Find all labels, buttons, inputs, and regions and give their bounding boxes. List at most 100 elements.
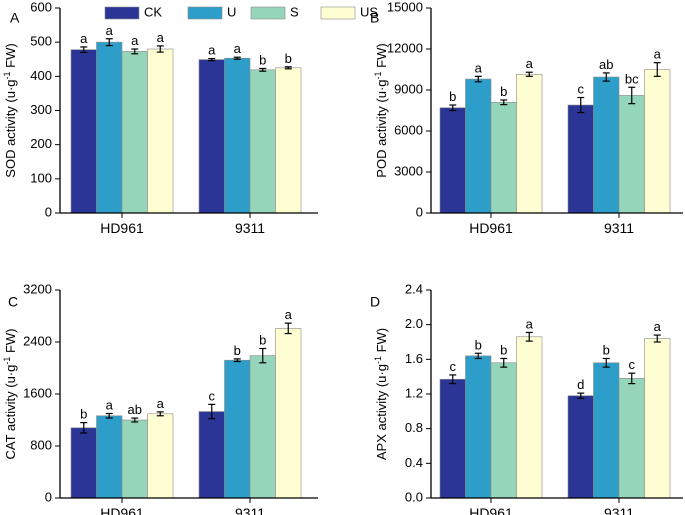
bar-ck [70, 427, 97, 499]
bar-ck [439, 378, 466, 499]
x-tick-label: 9311 [604, 220, 634, 236]
x-tick-label: 9311 [235, 505, 265, 515]
y-tick-label: 2.0 [405, 316, 423, 331]
y-tick-label: 3000 [394, 163, 423, 178]
y-axis-label-unit: FW) [374, 43, 389, 71]
y-tick-label: 3200 [23, 281, 52, 296]
significance-letter: a [106, 23, 114, 38]
bar-s [121, 419, 148, 499]
significance-letter: a [80, 31, 88, 46]
bar-s [249, 69, 276, 214]
bar-ck [567, 395, 594, 499]
significance-letter: a [654, 319, 662, 334]
y-axis-label-superscript: -1 [2, 357, 12, 365]
y-tick-label: 0 [45, 489, 52, 504]
y-axis-label-main: CAT activity (u·g [3, 365, 18, 460]
x-tick-label: HD961 [469, 220, 513, 236]
panel-letter: B [370, 9, 379, 25]
bar-us [644, 69, 671, 214]
bar-ck [70, 49, 97, 214]
y-axis-label-main: POD activity (u·g [374, 79, 389, 177]
bar-u [96, 41, 123, 214]
bar-ck [198, 411, 225, 499]
significance-letter: d [577, 377, 584, 392]
x-tick-label: HD961 [469, 505, 513, 515]
bar-s [618, 378, 645, 499]
y-tick-label: 500 [30, 34, 52, 49]
legend-swatch-u [187, 6, 223, 20]
significance-letter: ab [599, 57, 613, 72]
significance-letter: c [450, 359, 457, 374]
significance-letter: c [629, 357, 636, 372]
y-tick-label: 1600 [23, 385, 52, 400]
significance-letter: a [234, 41, 242, 56]
chart-panel-c: C 0 800 1600 2400 3200 CAT activity (u·g-1 FW)… [2, 281, 318, 515]
bar-u [465, 355, 492, 499]
significance-letter: a [157, 30, 165, 45]
significance-letter: a [131, 33, 139, 48]
legend-swatch-ck [104, 6, 140, 20]
significance-letter: b [80, 407, 87, 422]
y-tick-label: 15000 [387, 0, 423, 14]
significance-letter: b [259, 52, 266, 67]
significance-letter: a [285, 307, 293, 322]
bar-u [593, 362, 620, 499]
legend-label-u: U [227, 4, 236, 19]
y-axis-label-superscript: -1 [373, 71, 383, 79]
bar-us [147, 413, 174, 499]
bar-u [465, 78, 492, 214]
y-tick-label: 0 [45, 204, 52, 219]
chart-panel-b: B 0 3000 6000 9000 12000 15000 POD activity (u·… [370, 0, 683, 236]
y-tick-label: 9000 [394, 81, 423, 96]
significance-letter: b [285, 51, 292, 66]
y-axis-label-main: SOD activity (u·g [3, 79, 18, 177]
panel-letter: A [10, 9, 20, 25]
x-tick-label: 9311 [604, 505, 634, 515]
significance-letter: b [500, 84, 507, 99]
y-axis-label: APX activity (u·g-1 FW) [373, 328, 389, 460]
legend-label-s: S [290, 4, 299, 19]
legend-swatch-us [320, 6, 356, 20]
significance-letter: b [259, 333, 266, 348]
y-tick-label: 300 [30, 102, 52, 117]
bar-ck [198, 59, 225, 214]
y-tick-label: 0.4 [405, 455, 423, 470]
x-tick-label: HD961 [100, 505, 144, 515]
bar-us [516, 336, 543, 499]
y-axis-label-superscript: -1 [2, 71, 12, 79]
x-tick-label: HD961 [100, 220, 144, 236]
panel-letter: C [8, 293, 18, 309]
significance-letter: a [475, 60, 483, 75]
chart-panel-a: A 0 100 200 300 400 500 600 SOD activity (u·g-1 … [2, 0, 318, 236]
significance-letter: a [106, 398, 114, 413]
legend-label-us: US [360, 4, 378, 19]
bar-s [490, 102, 517, 214]
legend-label-ck: CK [144, 4, 162, 19]
y-tick-label: 100 [30, 170, 52, 185]
y-axis-label: SOD activity (u·g-1 FW) [2, 43, 18, 177]
bar-u [224, 359, 251, 499]
bar-u [224, 57, 251, 214]
bar-s [618, 95, 645, 214]
significance-letter: b [603, 342, 610, 357]
significance-letter: b [234, 343, 241, 358]
bar-us [275, 328, 302, 499]
significance-letter: a [654, 47, 662, 62]
significance-letter: b [500, 342, 507, 357]
y-tick-label: 200 [30, 136, 52, 151]
significance-letter: ab [128, 402, 142, 417]
significance-letter: a [526, 56, 534, 71]
bar-us [644, 338, 671, 499]
y-tick-label: 2.4 [405, 281, 423, 296]
y-tick-label: 0.8 [405, 420, 423, 435]
y-tick-label: 0.0 [405, 489, 423, 504]
significance-letter: a [157, 396, 165, 411]
y-axis-label-main: APX activity (u·g [374, 364, 389, 460]
significance-letter: bc [625, 71, 639, 86]
bar-us [516, 73, 543, 214]
bar-u [96, 415, 123, 499]
significance-letter: b [475, 337, 482, 352]
significance-letter: c [209, 388, 216, 403]
bar-ck [567, 104, 594, 214]
